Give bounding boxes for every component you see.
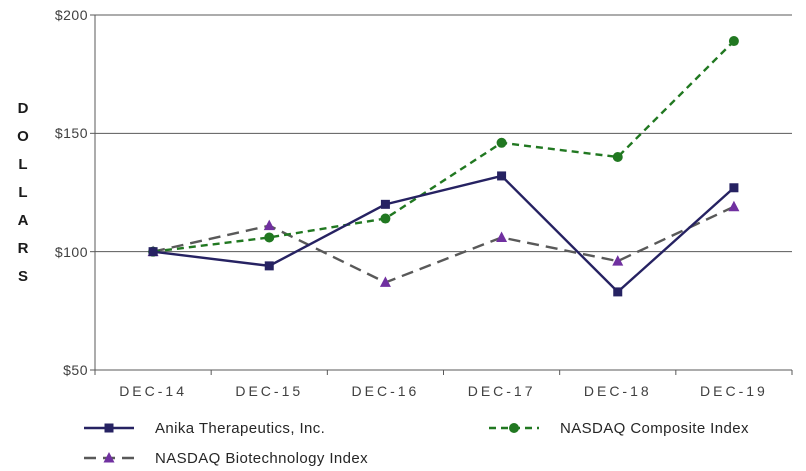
- series-marker-0: [497, 171, 507, 181]
- legend-item-nasdaq-biotech: NASDAQ Biotechnology Index: [83, 449, 368, 467]
- series-marker-0: [729, 183, 739, 193]
- y-tick-label-50: $50: [63, 362, 88, 378]
- legend-sample-marker: [104, 423, 114, 433]
- nasdaq-composite-line-sample-icon: [489, 423, 539, 433]
- series-marker-0: [148, 247, 158, 257]
- series-line-0: [152, 174, 735, 294]
- y-tick-label-100: $100: [54, 244, 88, 260]
- legend-label-anika: Anika Therapeutics, Inc.: [155, 419, 326, 437]
- series-marker-1: [380, 213, 391, 224]
- x-tick-label-dec18: DEC-18: [583, 383, 652, 399]
- x-tick-label-dec17: DEC-17: [467, 383, 536, 399]
- series-marker-0: [380, 199, 390, 209]
- series-marker-0: [264, 261, 274, 271]
- x-tick-label-dec16: DEC-16: [351, 383, 420, 399]
- series-marker-2: [612, 255, 624, 266]
- series-marker-1: [612, 152, 623, 162]
- legend-sample-marker: [509, 423, 519, 433]
- series-marker-0: [613, 287, 623, 297]
- series-marker-2: [379, 276, 391, 287]
- series-line-2: [152, 205, 735, 284]
- nasdaq-biotech-line-sample-icon: [84, 452, 134, 463]
- anika-line-sample-icon: [84, 423, 134, 433]
- legend-item-nasdaq-composite: NASDAQ Composite Index: [488, 419, 749, 437]
- y-tick-label-150: $150: [54, 125, 88, 141]
- series-marker-2: [496, 231, 508, 242]
- legend-label-nasdaq-biotech: NASDAQ Biotechnology Index: [155, 449, 369, 467]
- series-marker-2: [728, 200, 740, 212]
- legend-label-nasdaq-composite: NASDAQ Composite Index: [560, 419, 749, 437]
- x-tick-label-dec19: DEC-19: [700, 383, 768, 399]
- y-tick-label-200: $200: [54, 7, 88, 23]
- x-axis-labels: DEC-14 DEC-15 DEC-16 DEC-17 DEC-18 DEC-1…: [95, 381, 792, 401]
- series-marker-1: [264, 232, 275, 243]
- legend-sample-marker: [103, 452, 115, 463]
- series-marker-2: [263, 219, 275, 231]
- x-tick-label-dec15: DEC-15: [235, 383, 304, 399]
- x-tick-label-dec14: DEC-14: [119, 383, 187, 399]
- legend-item-anika: Anika Therapeutics, Inc.: [83, 419, 325, 437]
- series-line-1: [152, 40, 735, 253]
- series-marker-1: [728, 36, 739, 47]
- series-marker-1: [496, 137, 507, 148]
